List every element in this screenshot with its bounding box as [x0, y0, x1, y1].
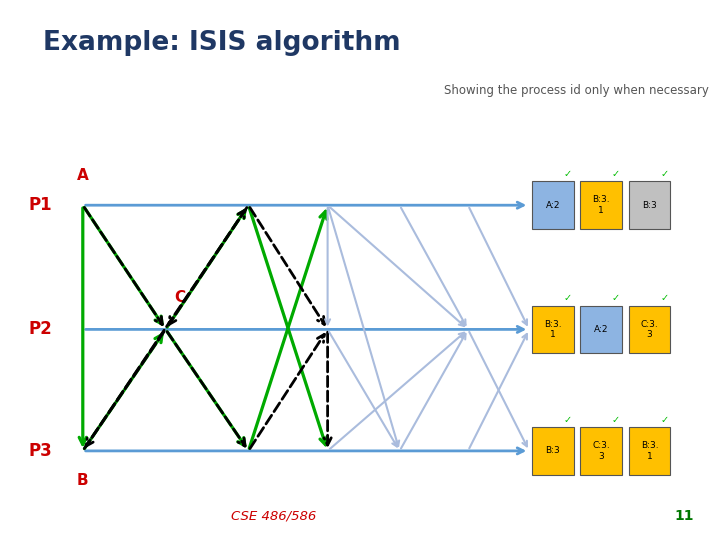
Text: ✓: ✓ [660, 169, 668, 179]
Text: B:3: B:3 [642, 201, 657, 210]
FancyBboxPatch shape [629, 181, 670, 229]
Text: ✓: ✓ [564, 293, 572, 303]
Text: C:3.
3: C:3. 3 [593, 441, 610, 461]
Text: B:3.
1: B:3. 1 [641, 441, 658, 461]
Text: Example: ISIS algorithm: Example: ISIS algorithm [43, 30, 401, 56]
Text: B:3.
1: B:3. 1 [593, 195, 610, 215]
Text: A:2: A:2 [546, 201, 560, 210]
Text: A: A [77, 168, 89, 183]
Text: A:2: A:2 [594, 325, 608, 334]
Text: ✓: ✓ [564, 169, 572, 179]
FancyBboxPatch shape [580, 306, 622, 353]
Text: ✓: ✓ [660, 415, 668, 425]
FancyBboxPatch shape [532, 306, 574, 353]
Text: CSE 486/586: CSE 486/586 [231, 509, 316, 522]
FancyBboxPatch shape [580, 427, 622, 475]
FancyBboxPatch shape [629, 306, 670, 353]
Text: ✓: ✓ [612, 415, 620, 425]
Text: P1: P1 [29, 196, 53, 214]
FancyBboxPatch shape [532, 181, 574, 229]
FancyBboxPatch shape [629, 427, 670, 475]
Text: B: B [77, 473, 89, 488]
Text: B:3: B:3 [546, 447, 560, 455]
Text: P2: P2 [29, 320, 53, 339]
Text: P3: P3 [29, 442, 53, 460]
Text: C: C [174, 289, 186, 305]
FancyBboxPatch shape [580, 181, 622, 229]
Text: C:3.
3: C:3. 3 [641, 320, 658, 339]
Text: ✓: ✓ [564, 415, 572, 425]
Text: ✓: ✓ [612, 169, 620, 179]
Text: ✓: ✓ [660, 293, 668, 303]
Text: ✓: ✓ [612, 293, 620, 303]
Text: 11: 11 [674, 509, 694, 523]
Text: Showing the process id only when necessary: Showing the process id only when necessa… [444, 84, 709, 97]
Text: B:3.
1: B:3. 1 [544, 320, 562, 339]
FancyBboxPatch shape [532, 427, 574, 475]
